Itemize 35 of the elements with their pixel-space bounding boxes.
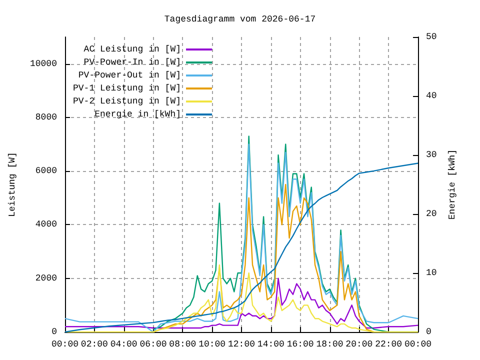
x-tick-label: 04:00 (110, 340, 138, 350)
legend-label: PV-Power-In in [W] (84, 58, 182, 68)
y2-tick-label: 30 (426, 150, 437, 160)
y2-axis-title: Energie [kWh] (448, 149, 458, 220)
x-tick-label: 08:00 (169, 340, 196, 350)
y2-tick-label: 40 (426, 91, 437, 101)
x-tick-label: 00:00 (51, 340, 79, 350)
x-tick-label: 06:00 (140, 340, 167, 350)
y-tick-label: 6000 (35, 166, 57, 176)
x-tick-label: 12:00 (228, 340, 256, 350)
y2-tick-label: 0 (426, 327, 432, 337)
x-tick-label: 14:00 (257, 340, 284, 350)
legend-label: AC Leistung in [W] (84, 44, 182, 54)
x-tick-label: 18:00 (316, 340, 344, 350)
legend-label: PV-2 Leistung in [W] (72, 96, 182, 106)
y-tick-label: 4000 (35, 220, 57, 230)
y-tick-label: 0 (52, 327, 57, 337)
x-tick-label: 16:00 (286, 340, 314, 350)
y-tick-label: 10000 (30, 58, 57, 69)
legend-label: Energie in [kWh] (94, 110, 182, 120)
legend-label: PV-1 Leistung in [W] (72, 84, 182, 94)
y-axis-title: Leistung [W] (8, 152, 18, 217)
y-tick-label: 2000 (35, 273, 57, 284)
x-tick-label: 10:00 (198, 340, 226, 350)
x-tick-label: 00:00 (404, 340, 432, 350)
x-tick-label: 02:00 (80, 340, 108, 350)
y-tick-label: 8000 (35, 112, 57, 122)
line-series (64, 278, 419, 329)
x-tick-label: 22:00 (375, 340, 402, 350)
y2-tick-label: 20 (426, 209, 437, 219)
y2-tick-label: 10 (426, 268, 437, 278)
x-tick-label: 20:00 (346, 340, 373, 350)
chart-title: Tagesdiagramm vom 2026-06-17 (164, 14, 316, 24)
legend-label: PV-Power-Out in [W] (78, 70, 182, 80)
y2-tick-label: 50 (426, 32, 437, 42)
